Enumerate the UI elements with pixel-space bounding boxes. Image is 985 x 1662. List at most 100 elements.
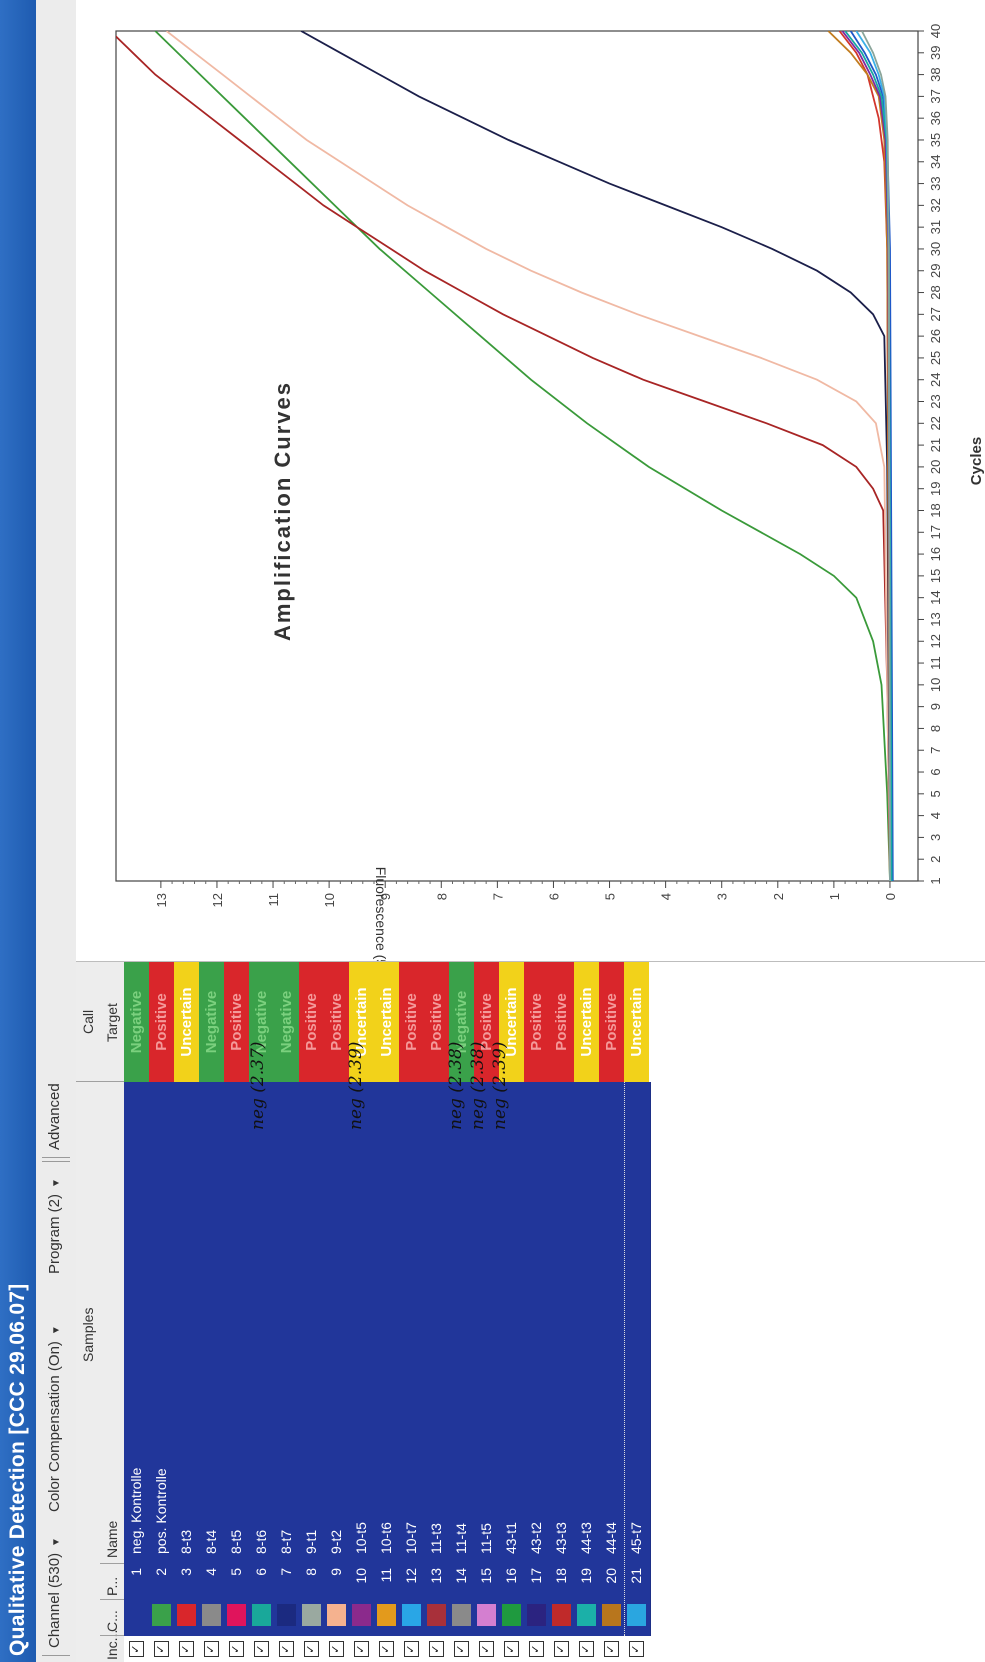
include-checkbox[interactable]: ✓ [604, 1641, 619, 1657]
include-checkbox[interactable]: ✓ [154, 1641, 169, 1657]
table-row[interactable]: ✓ 18 43-t3 Positive [549, 962, 575, 1662]
y-tick-label: 3 [715, 893, 730, 900]
x-tick-label: 13 [928, 612, 943, 626]
include-checkbox[interactable]: ✓ [129, 1641, 144, 1657]
include-checkbox[interactable]: ✓ [629, 1641, 644, 1657]
series-line [849, 31, 894, 881]
sample-color-swatch[interactable] [377, 1604, 396, 1626]
sample-position: 13 [428, 1568, 444, 1584]
include-checkbox[interactable]: ✓ [454, 1641, 469, 1657]
include-cell: ✓ [324, 1635, 349, 1662]
table-row[interactable]: ✓ 7 8-t7 Negative [274, 962, 300, 1662]
column-header-name[interactable]: Name [104, 1520, 120, 1558]
sample-color-swatch[interactable] [152, 1604, 171, 1626]
sample-color-swatch[interactable] [577, 1604, 596, 1626]
call-badge: Uncertain [374, 962, 399, 1082]
sample-color-swatch[interactable] [177, 1604, 196, 1626]
table-row[interactable]: ✓ 19 44-t3 Uncertain [574, 962, 600, 1662]
y-tick-label: 10 [322, 893, 337, 907]
x-tick-label: 12 [928, 634, 943, 648]
sample-position: 16 [503, 1568, 519, 1584]
include-checkbox[interactable]: ✓ [479, 1641, 494, 1657]
sample-color-swatch[interactable] [402, 1604, 421, 1626]
sample-color-swatch[interactable] [602, 1604, 621, 1626]
include-checkbox[interactable]: ✓ [304, 1641, 319, 1657]
include-checkbox[interactable]: ✓ [429, 1641, 444, 1657]
table-row[interactable]: ✓ 21 45-t7 Uncertain [624, 962, 651, 1662]
sample-color-swatch[interactable] [352, 1604, 371, 1626]
x-tick-label: 23 [928, 394, 943, 408]
table-row[interactable]: ✓ 3 8-t3 Uncertain [174, 962, 200, 1662]
sample-color-swatch[interactable] [627, 1604, 646, 1626]
table-row[interactable]: ✓ 8 9-t1 Positive [299, 962, 325, 1662]
sample-position: 3 [178, 1568, 194, 1576]
call-badge: Positive [399, 962, 424, 1082]
table-row[interactable]: ✓ 11 10-t6 Uncertain [374, 962, 400, 1662]
include-checkbox[interactable]: ✓ [554, 1641, 569, 1657]
column-divider [100, 1081, 124, 1082]
include-checkbox[interactable]: ✓ [279, 1641, 294, 1657]
sample-color-swatch[interactable] [527, 1604, 546, 1626]
sample-name: 10-t7 [403, 1522, 419, 1554]
include-checkbox[interactable]: ✓ [529, 1641, 544, 1657]
sample-position: 17 [528, 1568, 544, 1584]
column-header-position[interactable]: P... [104, 1576, 120, 1596]
plot-area [115, 30, 919, 882]
table-row[interactable]: ✓ 2 pos. Kontrolle Positive [149, 962, 175, 1662]
sample-color-swatch[interactable] [277, 1604, 296, 1626]
column-header-color[interactable]: C... [104, 1610, 120, 1632]
table-row[interactable]: ✓ 17 43-t2 Positive [524, 962, 550, 1662]
include-checkbox[interactable]: ✓ [579, 1641, 594, 1657]
sample-color-swatch[interactable] [502, 1604, 521, 1626]
include-checkbox[interactable]: ✓ [504, 1641, 519, 1657]
sample-color-swatch[interactable] [427, 1604, 446, 1626]
y-tick-label: 9 [378, 893, 393, 900]
sample-name: 8-t4 [203, 1529, 219, 1554]
include-cell: ✓ [399, 1635, 424, 1662]
sample-color-swatch[interactable] [127, 1604, 146, 1626]
toolbar-separator [42, 1655, 70, 1656]
sample-name: 9-t1 [303, 1529, 319, 1554]
table-row[interactable]: ✓ 5 8-t5 Positive [224, 962, 250, 1662]
program-dropdown[interactable]: Program (2) ▼ [46, 1178, 63, 1274]
include-cell: ✓ [474, 1635, 499, 1662]
include-checkbox[interactable]: ✓ [329, 1641, 344, 1657]
sample-color-swatch[interactable] [302, 1604, 321, 1626]
y-tick-label: 8 [434, 893, 449, 900]
column-header-target[interactable]: Target [104, 1003, 120, 1042]
table-row[interactable]: ✓ 20 44-t4 Positive [599, 962, 625, 1662]
include-checkbox[interactable]: ✓ [254, 1641, 269, 1657]
sample-color-swatch[interactable] [552, 1604, 571, 1626]
sample-name: 44-t3 [578, 1522, 594, 1554]
y-axis-label: Fluorescence (530) [373, 867, 389, 961]
toolbar-separator [42, 1157, 70, 1158]
include-checkbox[interactable]: ✓ [179, 1641, 194, 1657]
sample-color-swatch[interactable] [227, 1604, 246, 1626]
sample-name: 8-t3 [178, 1529, 194, 1554]
include-checkbox[interactable]: ✓ [204, 1641, 219, 1657]
advanced-tab[interactable]: Advanced [46, 1083, 63, 1150]
sample-color-swatch[interactable] [477, 1604, 496, 1626]
channel-dropdown[interactable]: Channel (530) ▼ [46, 1537, 63, 1648]
include-checkbox[interactable]: ✓ [404, 1641, 419, 1657]
sample-color-swatch[interactable] [452, 1604, 471, 1626]
include-checkbox[interactable]: ✓ [229, 1641, 244, 1657]
color-compensation-dropdown[interactable]: Color Compensation (On) ▼ [46, 1325, 63, 1512]
channel-label: Channel (530) [46, 1552, 63, 1648]
sample-color-swatch[interactable] [252, 1604, 271, 1626]
sample-color-swatch[interactable] [327, 1604, 346, 1626]
table-row[interactable]: ✓ 4 8-t4 Negative [199, 962, 225, 1662]
sample-name: pos. Kontrolle [153, 1468, 169, 1554]
y-tick-label: 7 [490, 893, 505, 900]
include-checkbox[interactable]: ✓ [354, 1641, 369, 1657]
table-row[interactable]: ✓ 12 10-t7 Positive [399, 962, 425, 1662]
sample-position: 10 [353, 1568, 369, 1584]
column-divider [100, 1599, 124, 1600]
x-tick-label: 19 [928, 481, 943, 495]
table-row[interactable]: ✓ 1 neg. Kontrolle Negative [124, 962, 150, 1662]
sample-position: 2 [153, 1568, 169, 1576]
sample-color-swatch[interactable] [202, 1604, 221, 1626]
include-checkbox[interactable]: ✓ [379, 1641, 394, 1657]
x-tick-label: 28 [928, 285, 943, 299]
